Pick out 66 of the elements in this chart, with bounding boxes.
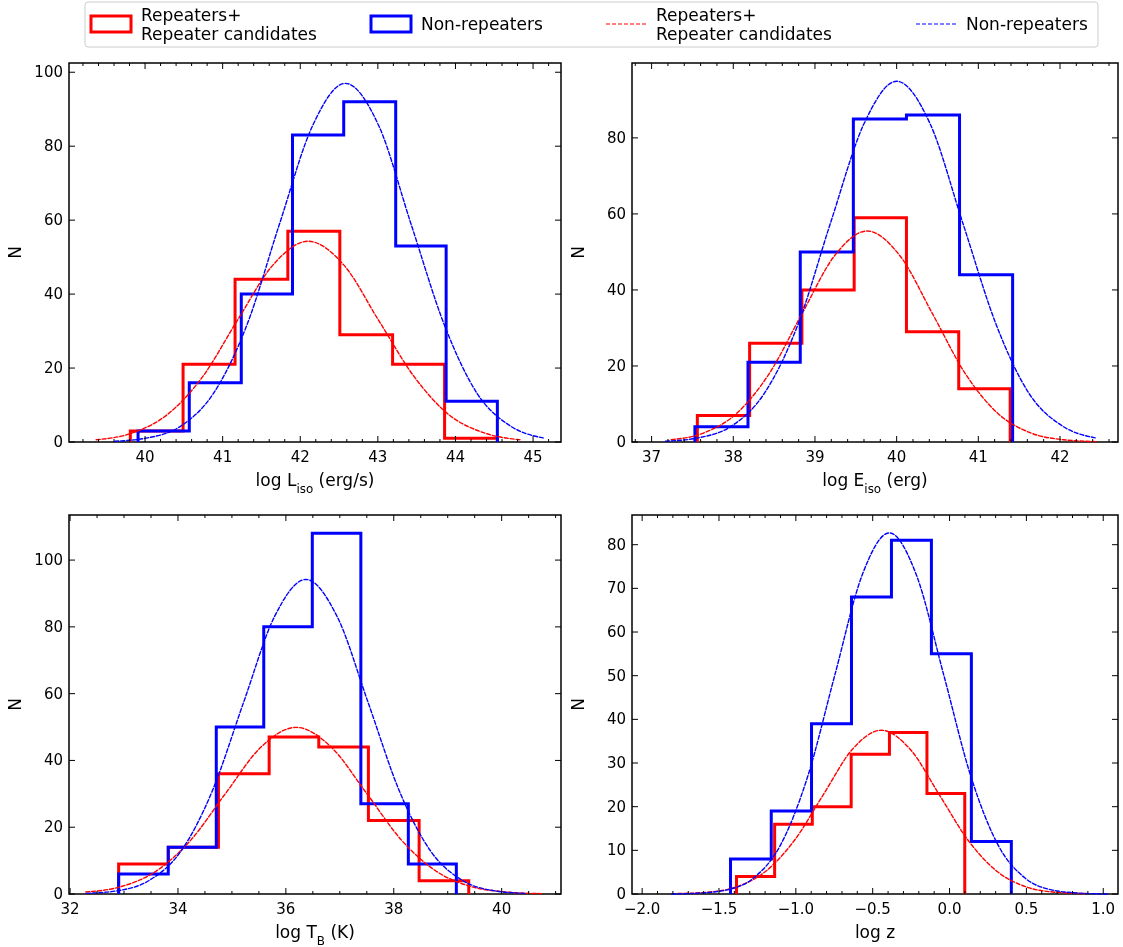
- x-tick-label: 39: [805, 448, 825, 466]
- x-tick-label: 40: [135, 448, 155, 466]
- x-axis-title: log L$_{iso}$ (erg/s): [255, 470, 375, 496]
- line-series: [114, 82, 544, 442]
- x-tick-label: 37: [642, 448, 662, 466]
- x-tick-label: −2.0: [623, 900, 661, 918]
- x-tick-label: 38: [723, 448, 743, 466]
- x-tick-label: 45: [523, 448, 543, 466]
- x-axis-title: log E$_{iso}$ (erg): [822, 470, 928, 496]
- y-axis-title: N: [5, 698, 25, 711]
- legend-label: Non-repeaters: [966, 14, 1088, 34]
- x-tick-label: 1.0: [1091, 900, 1116, 918]
- x-tick-label: −1.5: [700, 900, 738, 918]
- x-tick-label: 44: [445, 448, 466, 466]
- legend-label: Repeaters+ Repeater candidates: [141, 4, 318, 44]
- y-tick-label: 20: [606, 356, 626, 375]
- line-series: [664, 80, 1096, 442]
- y-tick-label: 60: [43, 211, 63, 230]
- y-tick-label: 20: [606, 797, 626, 816]
- x-tick-label: −1.0: [777, 900, 815, 918]
- line-series: [670, 532, 1108, 895]
- y-axis-title: N: [568, 698, 588, 711]
- x-tick-label: 32: [60, 900, 80, 918]
- x-tick-label: 40: [887, 448, 907, 466]
- x-tick-label: 0.5: [1014, 900, 1039, 918]
- y-tick-label: 0: [53, 885, 63, 903]
- y-axis-title: N: [5, 246, 25, 259]
- y-tick-label: 80: [43, 617, 63, 636]
- x-tick-label: 36: [276, 900, 296, 918]
- x-tick-label: 42: [290, 448, 310, 466]
- y-tick-label: 80: [43, 137, 63, 156]
- y-tick-label: 60: [606, 204, 626, 223]
- y-tick-label: 80: [606, 535, 626, 554]
- x-tick-label: 40: [492, 900, 512, 918]
- x-tick-label: 43: [368, 448, 388, 466]
- line-series: [85, 726, 543, 895]
- y-tick-label: 10: [606, 841, 626, 860]
- x-tick-label: −0.5: [854, 900, 891, 918]
- x-tick-label: 42: [1050, 448, 1070, 466]
- y-tick-label: 60: [606, 623, 626, 642]
- legend-label: Non-repeaters: [421, 14, 543, 34]
- y-tick-label: 60: [43, 684, 63, 703]
- x-tick-label: 38: [384, 900, 404, 918]
- x-tick-label: 41: [213, 448, 233, 466]
- y-tick-label: 40: [606, 710, 626, 729]
- y-tick-label: 80: [606, 128, 626, 147]
- y-tick-label: 70: [606, 579, 626, 598]
- y-tick-label: 100: [34, 551, 63, 570]
- y-tick-label: 30: [606, 754, 626, 773]
- y-tick-label: 50: [606, 666, 626, 685]
- x-tick-label: 34: [168, 900, 188, 918]
- y-tick-label: 20: [43, 359, 63, 378]
- y-tick-label: 20: [43, 818, 63, 837]
- y-tick-label: 0: [616, 433, 626, 451]
- y-tick-label: 40: [43, 751, 63, 770]
- x-tick-label: 0.0: [937, 900, 962, 918]
- y-axis-title: N: [568, 246, 588, 259]
- y-tick-label: 40: [43, 285, 63, 304]
- y-tick-label: 0: [53, 433, 63, 451]
- x-axis-title: log T$_{B}$ (K): [275, 922, 355, 947]
- x-axis-title: log z: [854, 922, 896, 942]
- y-tick-label: 40: [606, 280, 626, 299]
- legend-label: Repeaters+ Repeater candidates: [656, 4, 833, 44]
- y-tick-label: 100: [34, 63, 63, 82]
- y-tick-label: 0: [616, 885, 626, 903]
- x-tick-label: 41: [968, 448, 988, 466]
